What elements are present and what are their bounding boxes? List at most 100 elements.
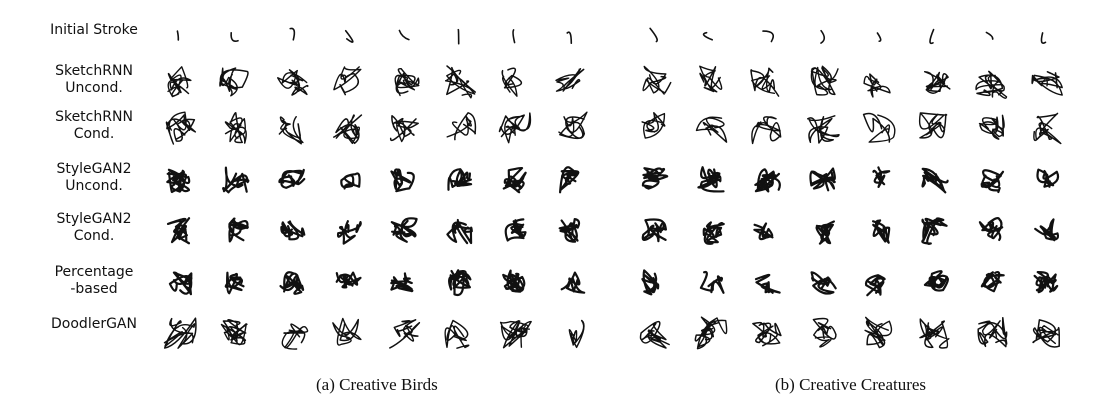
sketch-stroke — [703, 221, 725, 245]
sketch-stroke — [278, 116, 302, 145]
sketch-creatures-sketchrnn-uncond-2 — [699, 65, 723, 93]
sketch-stroke — [1034, 218, 1056, 242]
sketch-stroke — [985, 31, 994, 40]
sketch-birds-sketchrnn-cond-2 — [224, 112, 247, 144]
sketch-stroke — [223, 323, 247, 346]
caption-creative-creatures: (b) Creative Creatures — [775, 375, 927, 394]
sketch-creatures-sketchrnn-cond-7 — [978, 114, 1005, 140]
sketch-creatures-initial-stroke-7 — [985, 31, 994, 40]
sketch-stroke — [694, 316, 716, 348]
sketch-birds-stylegan2-uncond-8 — [559, 166, 580, 194]
sketch-stroke — [643, 65, 667, 95]
sketch-stroke — [808, 115, 840, 138]
sketch-birds-doodlergan-2 — [220, 319, 248, 346]
sketch-stroke — [753, 223, 774, 239]
sketch-birds-initial-stroke-3 — [289, 27, 296, 41]
sketch-stroke — [222, 166, 250, 193]
sketch-stroke — [810, 167, 836, 190]
sketch-birds-stylegan2-uncond-4 — [340, 172, 361, 190]
sketch-stroke — [981, 320, 1001, 339]
sketch-stroke — [1039, 325, 1059, 345]
sketch-birds-sketchrnn-uncond-2 — [219, 67, 249, 97]
sketch-creatures-sketchrnn-cond-6 — [918, 112, 948, 139]
sketch-stroke — [762, 30, 774, 43]
sketch-stroke — [176, 30, 180, 41]
sketch-stroke — [921, 217, 939, 245]
sketch-birds-initial-stroke-5 — [398, 29, 410, 41]
sketch-birds-percentage-based-7 — [502, 269, 526, 293]
row-label-stylegan2-uncond: StyleGAN2 Uncond. — [56, 161, 132, 194]
sketch-birds-percentage-based-3 — [279, 271, 305, 295]
sketch-stroke — [166, 171, 191, 194]
sketch-stroke — [343, 172, 361, 190]
sketch-stroke — [338, 220, 356, 245]
sketch-creatures-doodlergan-4 — [812, 317, 837, 348]
sketch-stroke — [1035, 121, 1062, 145]
sketch-stroke — [289, 27, 296, 41]
sketch-stroke — [751, 75, 776, 94]
sketch-stroke — [335, 272, 354, 287]
sketch-stroke — [280, 168, 306, 189]
sketch-stroke — [498, 112, 532, 138]
sketch-stroke — [700, 166, 725, 193]
sketch-stroke — [228, 220, 249, 243]
sketch-stroke — [389, 319, 421, 349]
sketch-stroke — [751, 121, 781, 145]
sketch-stroke — [558, 111, 588, 138]
sketch-creatures-stylegan2-uncond-5 — [872, 166, 891, 188]
row-label-percentage-based: Percentage -based — [54, 264, 134, 297]
sketch-stroke — [1042, 170, 1060, 188]
sketch-stroke — [923, 70, 951, 93]
sketch-birds-doodlergan-4 — [332, 317, 362, 346]
sketch-birds-sketchrnn-uncond-4 — [333, 66, 362, 96]
sketch-birds-percentage-based-8 — [560, 271, 586, 294]
sketch-birds-doodlergan-5 — [389, 319, 421, 349]
sketch-stroke — [866, 276, 885, 297]
sketch-birds-stylegan2-cond-2 — [228, 217, 249, 243]
sketch-creatures-initial-stroke-6 — [929, 28, 935, 45]
sketch-creatures-stylegan2-cond-5 — [872, 219, 891, 244]
sketch-creatures-sketchrnn-cond-8 — [1033, 112, 1062, 145]
sketch-stroke — [646, 221, 667, 241]
sketch-stroke — [872, 219, 891, 244]
sketch-creatures-initial-stroke-2 — [702, 31, 713, 41]
sketch-stroke — [390, 276, 413, 291]
sketch-creatures-percentage-based-2 — [699, 270, 725, 294]
sketch-birds-sketchrnn-cond-4 — [333, 114, 363, 145]
sketch-creatures-percentage-based-6 — [923, 270, 949, 292]
sketch-stroke — [336, 221, 362, 238]
sketch-creatures-stylegan2-uncond-3 — [754, 168, 781, 193]
sketch-stroke — [810, 66, 839, 91]
sketch-stroke — [453, 218, 473, 245]
sketch-birds-stylegan2-cond-3 — [280, 220, 306, 241]
sketch-stroke — [919, 324, 944, 341]
sketch-stroke — [396, 121, 415, 143]
sketch-stroke — [335, 114, 359, 140]
sketch-stroke — [504, 115, 521, 144]
sketch-creatures-sketchrnn-cond-3 — [751, 116, 782, 145]
sketch-creatures-sketchrnn-cond-4 — [807, 115, 840, 144]
sketch-birds-doodlergan-8 — [568, 319, 585, 349]
sketch-stroke — [502, 175, 525, 194]
sketch-creatures-stylegan2-cond-1 — [641, 218, 667, 243]
sketch-stroke — [167, 66, 189, 98]
sketch-birds-stylegan2-uncond-5 — [390, 168, 415, 193]
sketch-stroke — [818, 220, 835, 245]
sketch-stroke — [641, 167, 660, 190]
row-label-stylegan2-cond: StyleGAN2 Cond. — [56, 211, 132, 244]
sketch-stroke — [696, 317, 728, 350]
sketch-creatures-percentage-based-7 — [980, 271, 1005, 293]
caption-creative-birds: (a) Creative Birds — [316, 375, 438, 394]
sketch-stroke — [166, 217, 187, 244]
sketch-birds-initial-stroke-4 — [344, 29, 354, 43]
sketch-birds-sketchrnn-cond-5 — [389, 115, 419, 143]
sketch-stroke — [559, 170, 580, 191]
sketch-stroke — [447, 168, 473, 191]
sketch-creatures-percentage-based-1 — [641, 269, 660, 296]
sketch-stroke — [288, 69, 309, 96]
sketch-stroke — [168, 275, 193, 295]
sketch-stroke — [642, 269, 659, 296]
sketch-stroke — [175, 217, 191, 245]
sketch-stroke — [219, 67, 249, 93]
sketch-stroke — [510, 219, 525, 237]
